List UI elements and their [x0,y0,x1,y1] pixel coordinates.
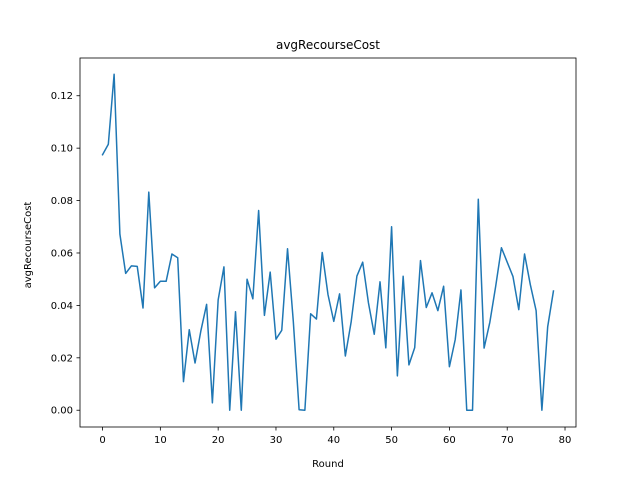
x-tick-label: 0 [99,435,105,446]
x-tick-label: 50 [385,435,398,446]
x-tick-label: 70 [501,435,514,446]
x-tick-label: 60 [443,435,456,446]
y-tick-label: 0.02 [51,353,73,364]
x-tick-label: 80 [559,435,572,446]
y-tick-label: 0.12 [51,91,73,102]
y-tick-label: 0.04 [51,301,73,312]
y-axis-title: avgRecourseCost [23,202,34,289]
axes-frame [79,57,577,428]
x-tick-label: 20 [212,435,225,446]
y-tick-label: 0.08 [51,196,73,207]
y-tick-label: 0.00 [51,406,73,417]
series-line-0 [101,73,555,411]
y-tick-label: 0.06 [51,248,73,259]
x-tick-label: 40 [327,435,340,446]
chart-title: avgRecourseCost [276,38,380,52]
x-tick-label: 10 [154,435,167,446]
y-tick-label: 0.10 [51,144,73,155]
x-tick-label: 30 [270,435,283,446]
x-axis-title: Round [312,459,344,470]
